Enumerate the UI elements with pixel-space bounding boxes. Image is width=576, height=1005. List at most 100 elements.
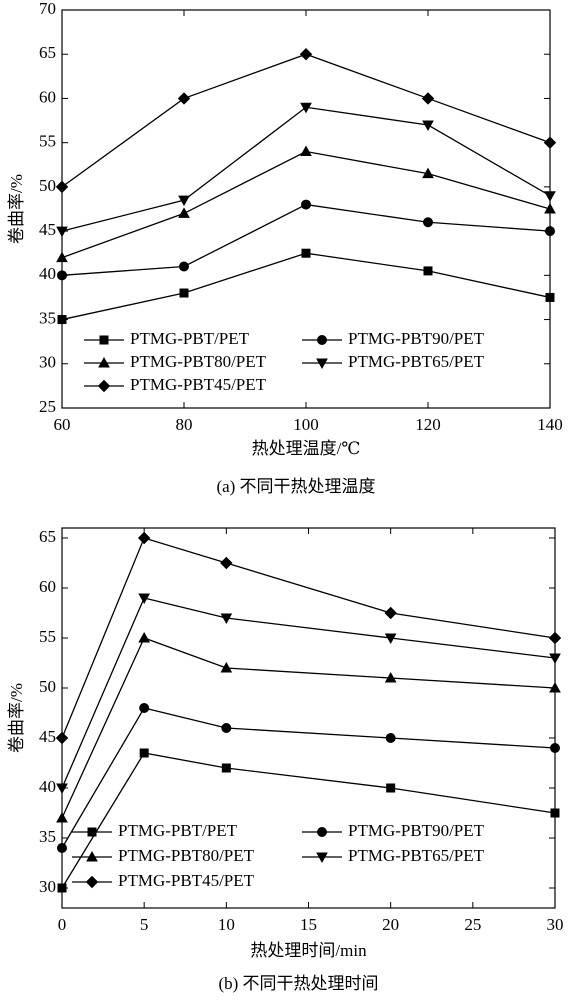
legend-label: PTMG-PBT65/PET — [348, 352, 485, 371]
marker — [550, 743, 560, 753]
series-line — [61, 106, 551, 232]
y-tick-label: 55 — [39, 627, 56, 646]
marker — [299, 48, 313, 61]
y-tick-label: 55 — [39, 132, 56, 151]
marker — [138, 631, 151, 643]
marker — [221, 723, 232, 733]
legend-marker — [99, 335, 109, 345]
marker — [139, 703, 150, 713]
y-tick-label: 30 — [39, 353, 56, 372]
y-tick-label: 45 — [39, 727, 56, 746]
x-tick-label: 25 — [464, 915, 481, 934]
marker — [178, 207, 190, 218]
marker — [544, 191, 556, 202]
marker — [220, 661, 233, 673]
legend-label: PTMG-PBT65/PET — [348, 846, 485, 865]
marker — [56, 783, 68, 795]
caption: (a) 不同干热处理温度 — [216, 477, 375, 496]
legend-marker — [317, 827, 327, 837]
x-tick-label: 20 — [382, 915, 399, 934]
marker — [423, 266, 433, 276]
marker — [550, 808, 560, 818]
legend-marker — [316, 852, 328, 864]
marker — [57, 883, 67, 893]
legend-marker — [86, 850, 98, 862]
marker — [221, 763, 231, 773]
y-axis-label: 卷曲率/% — [7, 683, 26, 753]
y-axis-label: 卷曲率/% — [7, 174, 26, 244]
marker — [178, 195, 190, 207]
marker — [301, 248, 311, 258]
legend-marker — [97, 379, 111, 393]
y-tick-label: 40 — [39, 264, 56, 283]
y-tick-label: 60 — [39, 87, 56, 106]
x-tick-label: 30 — [547, 915, 564, 934]
marker — [139, 748, 149, 758]
legend-label: PTMG-PBT90/PET — [348, 329, 485, 348]
x-axis-label: 热处理时间/min — [250, 941, 367, 960]
y-tick-label: 35 — [39, 308, 56, 327]
y-tick-label: 65 — [39, 43, 56, 62]
legend-marker — [85, 875, 99, 889]
legend-marker — [98, 356, 110, 368]
y-tick-label: 70 — [39, 0, 56, 18]
marker — [179, 288, 189, 298]
marker — [384, 633, 397, 645]
marker — [423, 217, 433, 228]
marker — [138, 593, 151, 605]
marker — [177, 92, 191, 105]
x-tick-label: 80 — [176, 415, 193, 434]
marker — [301, 199, 311, 210]
marker — [179, 261, 189, 272]
marker — [56, 226, 68, 238]
marker — [300, 145, 312, 157]
marker — [549, 681, 561, 693]
marker — [384, 606, 397, 620]
y-tick-label: 45 — [39, 220, 56, 239]
marker — [543, 136, 557, 149]
x-axis-label: 热处理温度/℃ — [252, 439, 361, 458]
series-line — [61, 252, 551, 321]
legend-label: PTMG-PBT/PET — [130, 329, 250, 348]
y-tick-label: 35 — [39, 827, 56, 846]
x-tick-label: 140 — [537, 415, 563, 434]
marker — [57, 270, 67, 281]
y-tick-label: 30 — [39, 877, 56, 896]
y-tick-label: 40 — [39, 777, 56, 796]
marker — [386, 783, 396, 793]
marker — [544, 202, 556, 214]
x-tick-label: 120 — [415, 415, 441, 434]
x-tick-label: 5 — [140, 915, 149, 934]
series-line — [61, 637, 556, 819]
marker — [545, 226, 555, 237]
marker — [55, 731, 69, 745]
legend-label: PTMG-PBT80/PET — [130, 352, 267, 371]
legend-marker — [317, 335, 327, 345]
marker — [220, 613, 233, 625]
marker — [55, 180, 69, 194]
marker — [549, 653, 561, 665]
legend-label: PTMG-PBT45/PET — [118, 871, 255, 890]
x-tick-label: 15 — [300, 915, 317, 934]
series-line — [61, 203, 551, 276]
marker — [220, 556, 233, 570]
x-tick-label: 100 — [293, 415, 319, 434]
legend-label: PTMG-PBT90/PET — [348, 821, 485, 840]
marker — [300, 102, 312, 114]
marker — [422, 120, 434, 132]
y-tick-label: 60 — [39, 577, 56, 596]
legend-label: PTMG-PBT45/PET — [130, 375, 267, 394]
y-tick-label: 50 — [39, 677, 56, 696]
y-tick-label: 25 — [39, 397, 56, 416]
series-line — [61, 537, 556, 739]
marker — [57, 315, 67, 325]
marker — [545, 292, 555, 302]
marker — [385, 733, 396, 743]
y-tick-label: 50 — [39, 176, 56, 195]
series-line — [61, 53, 551, 188]
marker — [57, 843, 67, 853]
x-tick-label: 60 — [54, 415, 71, 434]
marker — [137, 531, 151, 545]
y-tick-label: 65 — [39, 527, 56, 546]
